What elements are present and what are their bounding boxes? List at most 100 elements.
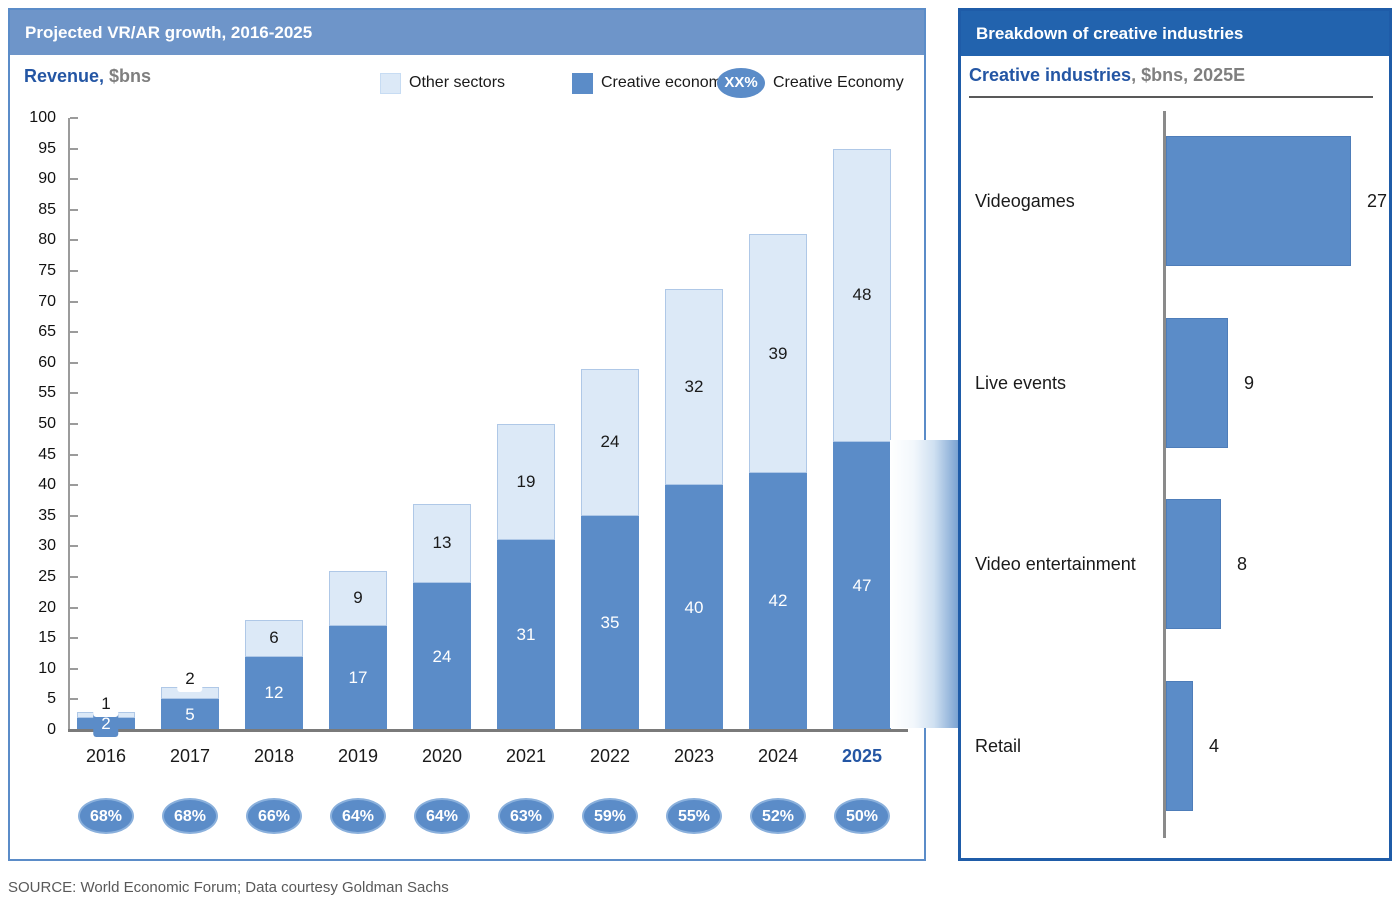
y-tick-mark-80 <box>70 239 78 242</box>
other-segment-2023 <box>665 289 723 486</box>
y-tick-label-25: 25 <box>38 568 56 585</box>
year-label-2016: 2016 <box>85 746 127 766</box>
legend-creative-economy: Creative economy <box>572 66 730 100</box>
other-segment-2022 <box>581 368 639 516</box>
other-segment-2018 <box>245 619 303 657</box>
year-label-2021: 2021 <box>505 746 547 766</box>
subtitle-label: Revenue, <box>24 66 105 86</box>
share-oval-2020: 64% <box>414 798 470 834</box>
y-tick-mark-40 <box>70 484 78 487</box>
stacked-bar-2018: 12 6 <box>245 118 303 730</box>
share-oval-2022: 59% <box>582 798 638 834</box>
year-label-2025: 2025 <box>841 746 883 766</box>
other-segment-2021 <box>497 424 555 541</box>
creative-value-label-2021: 31 <box>516 625 536 645</box>
creative-segment-2020 <box>413 583 471 730</box>
y-tick-label-85: 85 <box>38 200 56 218</box>
share-oval-2017: 68% <box>162 798 218 834</box>
y-tick-label-20: 20 <box>38 598 56 616</box>
y-tick-label-95: 95 <box>38 139 56 157</box>
value-label-videogames: 27 <box>1367 191 1388 211</box>
legend-creative-label: Creative economy <box>601 74 730 91</box>
creative-segment-2017 <box>161 699 219 730</box>
y-tick-label-80: 80 <box>38 231 56 249</box>
y-tick-mark-20 <box>70 606 78 609</box>
year-label-2017: 2017 <box>169 746 211 766</box>
creative-segment-2024 <box>749 472 807 730</box>
breakdown-panel: Breakdown of creative industries Creativ… <box>958 8 1392 861</box>
breakdown-subtitle-unit: , $bns, 2025E <box>1131 65 1246 85</box>
value-label-video-entertainment: 8 <box>1237 554 1248 574</box>
y-tick-mark-85 <box>70 208 78 211</box>
value-label-retail: 4 <box>1209 736 1220 756</box>
stacked-bar-2020: 24 13 <box>413 118 471 730</box>
y-tick-label-70: 70 <box>38 292 56 310</box>
y-tick-mark-5 <box>70 698 78 701</box>
share-oval-2025: 50% <box>834 798 890 834</box>
category-label-video-entertainment: Video entertainment <box>975 554 1136 574</box>
year-label-2018: 2018 <box>253 746 295 766</box>
other-segment-2019 <box>329 570 387 626</box>
creative-segment-2023 <box>665 485 723 730</box>
y-tick-mark-95 <box>70 147 78 150</box>
creative-segment-2022 <box>581 515 639 730</box>
other-segment-2017 <box>161 687 219 700</box>
other-value-label-2018: 6 <box>269 628 279 648</box>
y-tick-label-50: 50 <box>38 415 56 432</box>
source-note: SOURCE: World Economic Forum; Data court… <box>8 879 449 896</box>
y-tick-label-65: 65 <box>38 323 56 341</box>
creative-value-label-2020: 24 <box>432 646 452 666</box>
vr-growth-plot: 0 5 10 15 20 25 30 35 40 45 50 55 60 65 70 75 80 85 90 95 10… <box>29 109 908 834</box>
y-tick-mark-50 <box>70 423 78 425</box>
subtitle-unit: $bns <box>104 66 152 86</box>
y-tick-mark-60 <box>70 361 78 364</box>
other-value-label-2016: 1 <box>93 690 119 717</box>
breakdown-header: Breakdown of creative industries <box>961 11 1389 56</box>
other-segment-2024 <box>749 234 807 473</box>
y-tick-label-55: 55 <box>38 384 56 402</box>
share-oval-2021: 63% <box>498 798 554 834</box>
y-tick-label-60: 60 <box>38 353 56 371</box>
legend-other-label: Other sectors <box>409 74 506 91</box>
creative-value-label-2019: 17 <box>348 667 368 687</box>
category-label-videogames: Videogames <box>975 191 1075 211</box>
y-tick-label-45: 45 <box>38 445 56 463</box>
y-tick-label-90: 90 <box>38 170 56 188</box>
creative-segment-2025 <box>833 442 891 730</box>
breakdown-subtitle: Creative industries, $bns, 2025E <box>969 65 1373 98</box>
flow-connector <box>890 440 958 728</box>
creative-value-label-2018: 12 <box>264 683 284 703</box>
hbar-retail <box>1166 681 1193 811</box>
hbar-live-events <box>1166 318 1228 448</box>
y-tick-label-100: 100 <box>29 109 56 126</box>
y-tick-label-0: 0 <box>47 721 56 738</box>
creative-economy-swatch <box>572 72 593 94</box>
y-tick-mark-75 <box>70 270 78 272</box>
share-oval-2016: 68% <box>78 798 134 834</box>
vr-growth-subtitle: Revenue, $bns <box>24 66 151 87</box>
other-value-label-2017: 2 <box>177 666 203 693</box>
category-label-retail: Retail <box>975 736 1022 756</box>
y-tick-label-30: 30 <box>38 537 56 555</box>
creative-value-label-2022: 35 <box>600 612 620 632</box>
stacked-bar-2024: 42 39 <box>749 118 807 730</box>
other-value-label-2022: 24 <box>600 432 620 452</box>
y-tick-mark-65 <box>70 331 78 334</box>
year-label-2019: 2019 <box>337 746 379 766</box>
stacked-bar-2023: 40 32 <box>665 118 723 730</box>
hbar-video-entertainment <box>1166 499 1221 629</box>
year-label-2023: 2023 <box>673 746 715 766</box>
vr-growth-panel: Projected VR/AR growth, 2016-2025 Revenu… <box>8 8 926 861</box>
y-tick-mark-90 <box>70 178 78 181</box>
value-label-live-events: 9 <box>1244 373 1255 393</box>
other-value-label-2021: 19 <box>516 472 536 492</box>
y-tick-mark-10 <box>70 667 78 670</box>
y-tick-mark-70 <box>70 300 78 303</box>
creative-value-label-2023: 40 <box>684 597 704 617</box>
y-tick-mark-15 <box>70 637 78 640</box>
y-tick-label-35: 35 <box>38 506 56 524</box>
x-axis-line <box>68 729 908 732</box>
stacked-bar-2019: 17 9 <box>329 118 387 730</box>
hbar-videogames <box>1166 136 1351 266</box>
